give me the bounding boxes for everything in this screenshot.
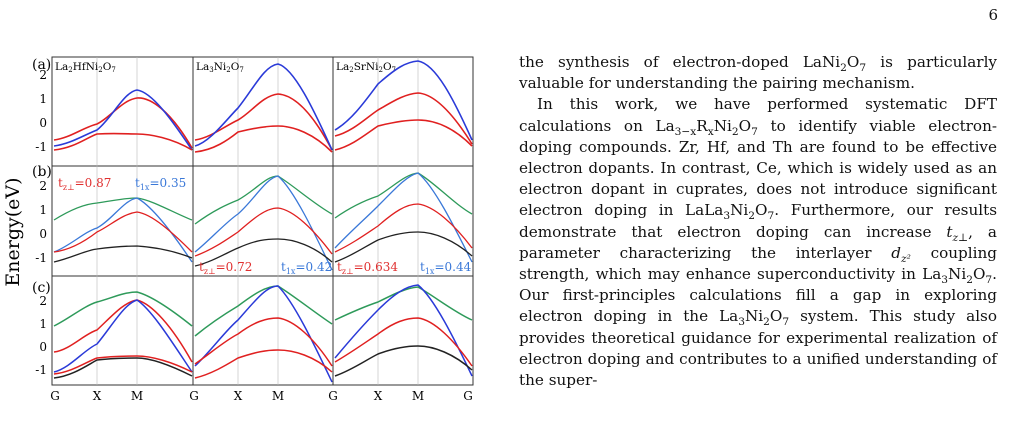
band-c1-red-lower (53, 355, 193, 375)
svg-text:M: M (131, 389, 143, 403)
band-c2-red-lower (194, 349, 333, 379)
body-text-column: the synthesis of electron-doped LaNi2O7 … (519, 52, 997, 391)
band-c2-red-upper (194, 317, 333, 367)
band-c2-green (194, 285, 333, 337)
svg-text:t1x=0.42: t1x=0.42 (281, 260, 332, 276)
band-a2-red-lower (194, 125, 333, 153)
band-a1-blue (53, 89, 193, 151)
svg-text:M: M (272, 389, 284, 403)
band-c1-black (53, 357, 193, 379)
band-c1-green (53, 291, 193, 327)
band-c1-red-upper (53, 299, 193, 363)
band-c3-red-upper (334, 317, 473, 367)
k-point-gridlines (96, 57, 419, 385)
band-a1-red-lower (53, 132, 193, 151)
band-b3-green (334, 172, 473, 219)
svg-text:G: G (189, 389, 199, 403)
svg-text:2: 2 (39, 294, 47, 308)
band-a2-blue (194, 63, 333, 151)
svg-text:tz⊥=0.72: tz⊥=0.72 (199, 260, 252, 276)
band-b1-green (53, 197, 193, 221)
panel-frames (51, 56, 474, 386)
svg-text:X: X (234, 389, 243, 403)
band-c1-blue (53, 299, 193, 373)
svg-text:-1: -1 (35, 140, 47, 154)
column-titles: La2HfNi2O7 La3Ni2O7 La2SrNi2O7 (55, 61, 396, 74)
svg-text:G: G (463, 389, 473, 403)
band-b1-blue (53, 197, 193, 263)
svg-text:G: G (328, 389, 338, 403)
band-b1-black (53, 245, 193, 263)
band-b2-black (194, 238, 333, 267)
paragraph-2: In this work, we have performed systemat… (519, 95, 998, 390)
svg-text:1: 1 (39, 203, 47, 217)
svg-text:La2HfNi2O7: La2HfNi2O7 (55, 61, 116, 74)
y-ticks-row-a: 2 1 0 -1 (35, 68, 47, 154)
svg-text:-1: -1 (35, 251, 47, 265)
band-b2-red (194, 207, 333, 257)
band-a3-red-lower (334, 119, 473, 151)
row-label-b: (b) (32, 164, 52, 180)
band-b2-blue (194, 175, 333, 271)
band-b1-red (53, 211, 193, 253)
svg-text:X: X (93, 389, 102, 403)
x-ticks: G X M G X M G X M G (50, 389, 473, 403)
svg-text:1: 1 (39, 92, 47, 106)
y-ticks-row-c: 2 1 0 -1 (35, 294, 47, 377)
band-a3-blue (334, 60, 473, 141)
svg-text:1: 1 (39, 317, 47, 331)
svg-text:M: M (412, 389, 424, 403)
svg-text:0: 0 (39, 340, 47, 354)
svg-text:0: 0 (39, 227, 47, 241)
hopping-labels: tz⊥=0.87 t1x=0.35 tz⊥=0.72 t1x=0.42 tz⊥=… (58, 176, 472, 276)
paragraph-1: the synthesis of electron-doped LaNi2O7 … (519, 53, 998, 93)
svg-text:La2SrNi2O7: La2SrNi2O7 (336, 61, 396, 74)
band-a3-red-upper (334, 92, 473, 145)
row-label-c: (c) (32, 280, 51, 296)
band-c3-green (334, 286, 473, 321)
svg-text:2: 2 (39, 68, 47, 82)
svg-text:X: X (374, 389, 383, 403)
svg-text:La3Ni2O7: La3Ni2O7 (196, 61, 244, 74)
band-b3-black (334, 231, 473, 263)
y-axis-label: Energy(eV) (2, 177, 24, 286)
band-b3-red (334, 203, 473, 253)
bands-row-c (53, 284, 473, 383)
page-number: 6 (988, 6, 998, 24)
svg-text:tz⊥=0.634: tz⊥=0.634 (337, 260, 398, 276)
band-c3-black (334, 345, 473, 377)
svg-text:G: G (50, 389, 60, 403)
bands-row-a (53, 60, 473, 153)
svg-text:t1x=0.44: t1x=0.44 (420, 260, 472, 276)
band-c2-blue (194, 285, 333, 383)
svg-text:tz⊥=0.87: tz⊥=0.87 (58, 176, 111, 192)
svg-text:-1: -1 (35, 363, 47, 377)
svg-text:t1x=0.35: t1x=0.35 (135, 176, 186, 192)
band-b2-green (194, 175, 333, 225)
bands-row-b (53, 172, 473, 271)
row-label-a: (a) (32, 57, 51, 73)
svg-text:2: 2 (39, 179, 47, 193)
y-ticks-row-b: 2 1 0 -1 (35, 179, 47, 265)
band-c3-blue (334, 284, 473, 377)
band-b3-blue (334, 172, 473, 263)
svg-text:0: 0 (39, 116, 47, 130)
band-a2-red-upper (194, 93, 333, 151)
band-structure-figure: Energy(eV) (a) (b) (c) 2 1 0 -1 2 1 0 -1… (2, 56, 474, 403)
